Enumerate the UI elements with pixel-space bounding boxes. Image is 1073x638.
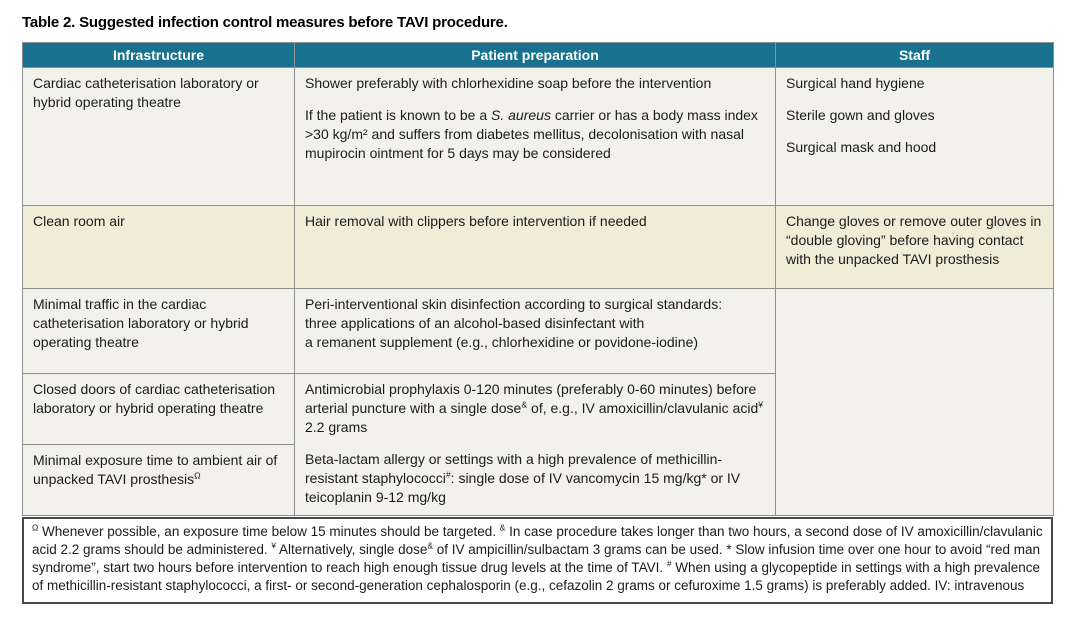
cell-r1-patient-preparation: Shower preferably with chlorhexidine soa… (294, 67, 776, 206)
cell-r1-infrastructure: Cardiac catheterisation laboratory or hy… (22, 67, 295, 206)
paragraph: Clean room air (33, 213, 125, 229)
paragraph: Change gloves or remove outer gloves in … (786, 213, 1042, 268)
page: Table 2. Suggested infection control mea… (22, 14, 1054, 604)
header-infrastructure: Infrastructure (22, 42, 295, 68)
cell-r1-staff: Surgical hand hygiene Sterile gown and gl… (775, 67, 1054, 206)
header-staff: Staff (775, 42, 1054, 68)
paragraph: Antimicrobial prophylaxis 0-120 minutes … (305, 381, 764, 436)
cell-r2-patient-preparation: Hair removal with clippers before interv… (294, 205, 776, 289)
paragraph: Minimal traffic in the cardiac catheteri… (33, 296, 249, 351)
table-row: Clean room air Hair removal with clipper… (22, 205, 1054, 289)
paragraph: Minimal exposure time to ambient air of … (33, 452, 278, 488)
cell-r4r5-patient-preparation-merged: Antimicrobial prophylaxis 0-120 minutes … (294, 372, 776, 517)
cell-r3-patient-preparation: Peri-interventional skin disinfection ac… (294, 288, 776, 374)
table-row: Cardiac catheterisation laboratory or hy… (22, 67, 1054, 206)
table-title: Table 2. Suggested infection control mea… (22, 14, 508, 31)
footnote-box: Ω Whenever possible, an exposure time be… (22, 517, 1053, 604)
paragraph: If the patient is known to be a S. aureu… (305, 107, 758, 162)
cell-r2-staff: Change gloves or remove outer gloves in … (775, 205, 1054, 289)
cell-r5-infrastructure: Minimal exposure time to ambient air of … (22, 444, 295, 517)
infection-control-table: Infrastructure Patient preparation Staff… (22, 42, 1054, 517)
paragraph: Surgical mask and hood (786, 139, 937, 156)
paragraph: Ω Whenever possible, an exposure time be… (32, 522, 1043, 594)
paragraph: Sterile gown and gloves (786, 107, 935, 124)
paragraph: Hair removal with clippers before interv… (305, 213, 647, 229)
cell-r4-infrastructure: Closed doors of cardiac catheterisation … (22, 372, 295, 446)
cell-r2-infrastructure: Clean room air (22, 205, 295, 289)
table-row: Minimal exposure time to ambient air of … (22, 444, 1054, 517)
paragraph: Peri-interventional skin disinfection ac… (305, 296, 723, 351)
paragraph: Cardiac catheterisation laboratory or hy… (33, 75, 259, 111)
cell-r3-infrastructure: Minimal traffic in the cardiac catheteri… (22, 288, 295, 374)
table-row: Minimal traffic in the cardiac catheteri… (22, 287, 1054, 517)
cell-r3r5-staff-merged-empty (775, 287, 1054, 517)
paragraph: Beta-lactam allergy or settings with a h… (305, 451, 741, 506)
paragraph: Closed doors of cardiac catheterisation … (33, 381, 276, 417)
table-row: Closed doors of cardiac catheterisation … (22, 372, 1054, 517)
table-header-row: Infrastructure Patient preparation Staff (22, 42, 1054, 68)
header-patient-preparation: Patient preparation (294, 42, 776, 68)
paragraph: Shower preferably with chlorhexidine soa… (305, 75, 712, 91)
paragraph: Surgical hand hygiene (786, 75, 925, 91)
